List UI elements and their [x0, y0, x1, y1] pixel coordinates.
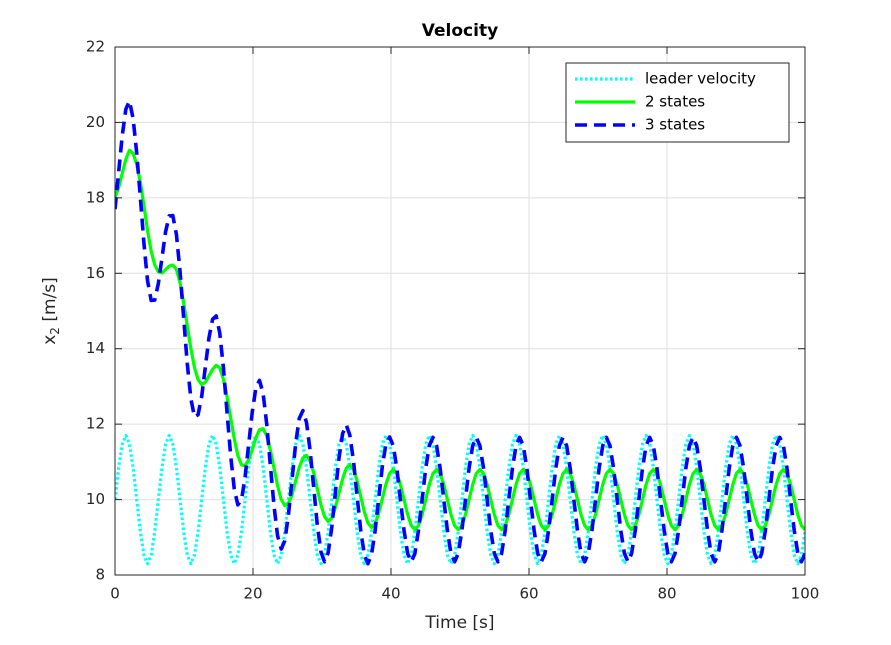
- legend-label: leader velocity: [645, 70, 756, 88]
- y-tick-label: 10: [86, 490, 105, 508]
- y-tick-label: 12: [86, 415, 105, 433]
- legend: leader velocity 2 states 3 states: [565, 62, 790, 143]
- y-tick-label: 20: [86, 113, 105, 131]
- x-tick-label: 40: [381, 585, 400, 603]
- legend-label: 2 states: [645, 93, 705, 111]
- x-tick-label: 100: [791, 585, 820, 603]
- plot-area: [115, 99, 805, 566]
- data-line: [115, 433, 805, 566]
- x-tick-label: 60: [519, 585, 538, 603]
- y-tick-label: 8: [95, 566, 105, 584]
- chart-title: Velocity: [422, 21, 498, 41]
- y-tick-label: 18: [86, 188, 105, 206]
- y-axis-label: x2 [m/s]: [40, 277, 62, 345]
- x-axis-label: Time [s]: [424, 613, 494, 633]
- y-tick-label: 14: [86, 339, 105, 357]
- data-line: [115, 99, 805, 566]
- legend-label: 3 states: [645, 116, 705, 134]
- y-tick-label: 22: [86, 38, 105, 56]
- x-tick-label: 0: [110, 585, 120, 603]
- data-line: [115, 148, 805, 532]
- x-tick-label: 80: [657, 585, 676, 603]
- x-tick-label: 20: [243, 585, 262, 603]
- y-tick-label: 16: [86, 264, 105, 282]
- axes-box: [114, 46, 806, 576]
